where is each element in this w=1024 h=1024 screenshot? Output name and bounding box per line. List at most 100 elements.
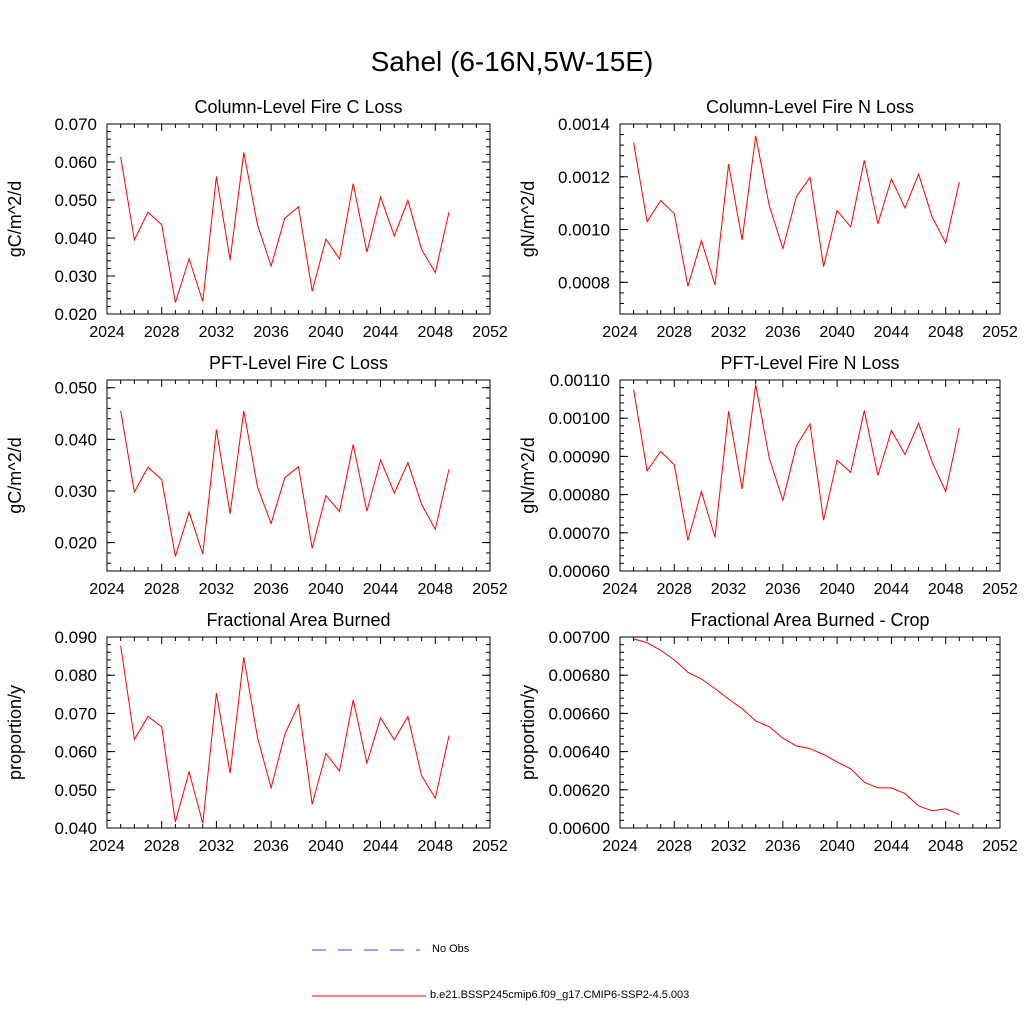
x-tick-label: 2032 [199, 838, 235, 855]
x-tick-label: 2044 [874, 838, 910, 855]
x-tick-label: 2048 [417, 324, 453, 341]
series-line [633, 384, 960, 541]
plot-frame [619, 123, 1001, 315]
x-tick-label: 2052 [982, 838, 1018, 855]
y-tick-label: 0.080 [54, 666, 97, 685]
y-tick-label: 0.030 [54, 267, 97, 286]
y-tick-label: 0.00060 [549, 562, 610, 581]
x-tick-label: 2036 [253, 581, 289, 598]
x-tick-label: 2024 [602, 581, 638, 598]
x-tick-label: 2040 [819, 838, 855, 855]
chart-panel-1: 2024 2028 2032 2036 2040 2044 2048 2052 0.020 0.0… [5, 97, 508, 341]
y-tick-label: 0.0012 [558, 168, 610, 187]
series-line [120, 645, 450, 824]
x-tick-label: 2040 [308, 324, 344, 341]
chart-title: Column-Level Fire C Loss [194, 97, 402, 117]
y-tick-label: 0.030 [54, 482, 97, 501]
x-tick-label: 2036 [765, 324, 801, 341]
x-tick-label: 2052 [472, 324, 508, 341]
x-tick-label: 2028 [656, 581, 692, 598]
y-tick-label: 0.020 [54, 534, 97, 553]
x-tick-label: 2024 [89, 324, 125, 341]
chart-panel-3: 2024 2028 2032 2036 2040 2044 2048 2052 0.020 0.0… [5, 353, 508, 598]
x-tick-label: 2032 [199, 324, 235, 341]
y-tick-label: 0.00660 [549, 704, 610, 723]
y-tick-label: 0.090 [54, 628, 97, 647]
x-tick-label: 2052 [982, 581, 1018, 598]
y-tick-label: 0.0014 [558, 115, 610, 134]
x-tick-label: 2052 [472, 838, 508, 855]
y-tick-label: 0.020 [54, 305, 97, 324]
x-tick-label: 2024 [602, 838, 638, 855]
x-tick-label: 2032 [711, 581, 747, 598]
plot-frame [619, 636, 1001, 829]
plot-frame [106, 123, 491, 315]
series-line [633, 638, 960, 816]
y-tick-label: 0.0008 [558, 273, 610, 292]
plot-frame [619, 379, 1001, 572]
y-axis-label: proportion/y [5, 685, 25, 780]
x-tick-label: 2040 [308, 581, 344, 598]
y-tick-label: 0.00620 [549, 781, 610, 800]
y-axis-label: gC/m^2/d [5, 437, 25, 513]
x-tick-label: 2052 [472, 581, 508, 598]
x-tick-label: 2048 [928, 838, 964, 855]
y-axis-label: proportion/y [518, 685, 538, 780]
x-tick-label: 2044 [874, 581, 910, 598]
x-tick-label: 2040 [819, 581, 855, 598]
x-tick-label: 2040 [308, 838, 344, 855]
x-tick-label: 2032 [199, 581, 235, 598]
x-tick-label: 2028 [144, 838, 180, 855]
x-tick-label: 2044 [363, 324, 399, 341]
y-tick-label: 0.040 [54, 229, 97, 248]
x-tick-label: 2028 [144, 324, 180, 341]
plot-frame [106, 636, 491, 829]
chart-panel-4: 2024 2028 2032 2036 2040 2044 2048 2052 0.00060 0… [518, 353, 1018, 598]
y-tick-label: 0.050 [54, 781, 97, 800]
x-tick-label: 2028 [656, 324, 692, 341]
page-title: Sahel (6-16N,5W-15E) [370, 46, 654, 77]
x-tick-label: 2044 [363, 581, 399, 598]
chart-title: PFT-Level Fire C Loss [209, 353, 388, 373]
y-tick-label: 0.070 [54, 704, 97, 723]
y-tick-label: 0.0010 [558, 221, 610, 240]
x-tick-label: 2052 [982, 324, 1018, 341]
y-tick-label: 0.00700 [549, 628, 610, 647]
x-tick-label: 2036 [253, 838, 289, 855]
y-axis-label: gN/m^2/d [518, 437, 538, 513]
chart-title: Fractional Area Burned [206, 610, 390, 630]
y-tick-label: 0.00110 [550, 371, 610, 390]
y-tick-label: 0.050 [54, 379, 97, 398]
y-tick-label: 0.00100 [549, 409, 610, 428]
x-tick-label: 2048 [928, 324, 964, 341]
y-tick-label: 0.060 [54, 743, 97, 762]
y-tick-label: 0.00090 [549, 447, 610, 466]
chart-panel-2: 2024 2028 2032 2036 2040 2044 2048 2052 0.0008 0.… [518, 97, 1018, 341]
x-tick-label: 2028 [144, 581, 180, 598]
x-tick-label: 2024 [602, 324, 638, 341]
x-tick-label: 2048 [417, 838, 453, 855]
plot-frame [106, 379, 491, 572]
y-tick-label: 0.070 [54, 115, 97, 134]
y-tick-label: 0.050 [54, 191, 97, 210]
chart-title: PFT-Level Fire N Loss [720, 353, 899, 373]
x-tick-label: 2032 [711, 324, 747, 341]
x-tick-label: 2048 [928, 581, 964, 598]
legend-model-label: b.e21.BSSP245cmip6.f09_g17.CMIP6-SSP2-4.… [430, 989, 690, 1001]
y-axis-label: gC/m^2/d [5, 181, 25, 257]
chart-title: Fractional Area Burned - Crop [690, 610, 929, 630]
x-tick-label: 2036 [765, 838, 801, 855]
x-tick-label: 2032 [711, 838, 747, 855]
y-tick-label: 0.040 [54, 819, 97, 838]
y-tick-label: 0.00640 [549, 743, 610, 762]
y-tick-label: 0.060 [54, 153, 97, 172]
x-tick-label: 2028 [656, 838, 692, 855]
x-tick-label: 2036 [765, 581, 801, 598]
series-line [120, 410, 450, 557]
y-tick-label: 0.00680 [549, 666, 610, 685]
y-tick-label: 0.00080 [549, 486, 610, 505]
y-tick-label: 0.00600 [549, 819, 610, 838]
x-tick-label: 2044 [363, 838, 399, 855]
x-tick-label: 2024 [89, 838, 125, 855]
